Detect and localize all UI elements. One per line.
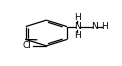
Text: Cl: Cl bbox=[23, 41, 32, 50]
Text: H: H bbox=[74, 13, 81, 23]
Text: N: N bbox=[91, 22, 98, 31]
Text: H: H bbox=[74, 31, 81, 40]
Text: N: N bbox=[74, 22, 81, 31]
Text: H: H bbox=[101, 22, 108, 31]
